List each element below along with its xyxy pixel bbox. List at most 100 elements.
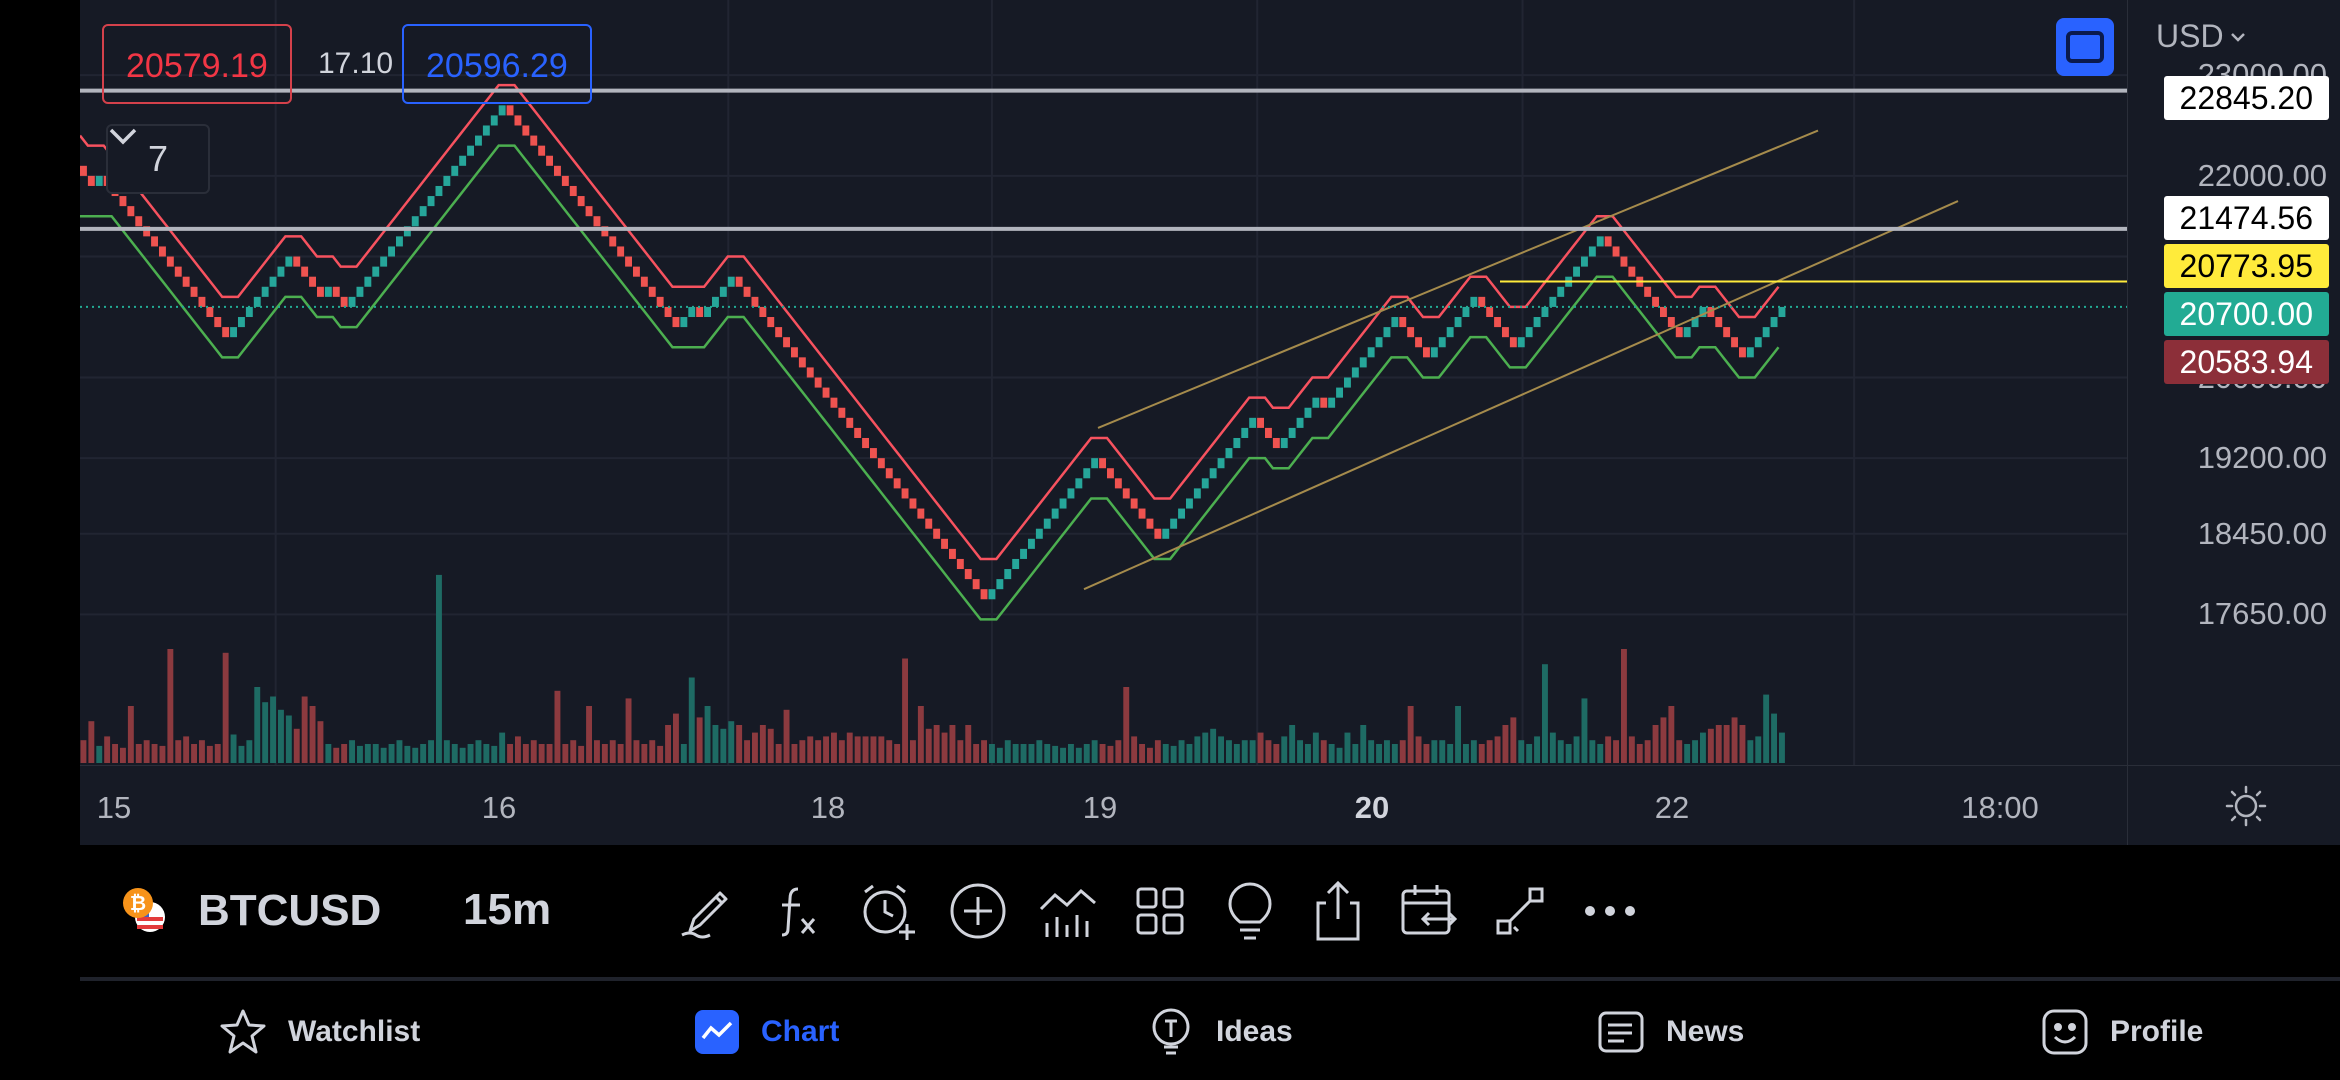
indicators-icon: [1039, 888, 1096, 937]
volume-bar: [270, 696, 276, 763]
renko-brick-down: [182, 276, 190, 287]
indicators-function-button[interactable]: [762, 875, 834, 947]
symbol-selector[interactable]: ₿ BTCUSD: [116, 881, 381, 941]
add-button[interactable]: [942, 875, 1014, 947]
volume-bar: [491, 745, 498, 763]
renko-brick-up: [411, 216, 419, 227]
volume-bar: [886, 740, 893, 763]
renko-brick-up: [1178, 508, 1185, 519]
volume-bar: [1312, 732, 1319, 763]
share-button[interactable]: [1302, 875, 1374, 947]
chart-type-button[interactable]: [1032, 875, 1104, 947]
volume-bar: [214, 744, 221, 763]
add-alert-button[interactable]: [852, 875, 924, 947]
volume-bar: [443, 740, 450, 763]
renko-brick-up: [1549, 296, 1557, 307]
renko-brick-down: [893, 478, 901, 489]
renko-brick-up: [1762, 327, 1770, 338]
volume-bar: [1494, 736, 1501, 763]
price-badge: 21474.56: [2163, 196, 2329, 240]
volume-bar: [515, 736, 521, 763]
volume-bar: [665, 725, 671, 763]
renko-brick-up: [261, 286, 269, 297]
renko-brick-up: [1383, 327, 1391, 338]
volume-bar: [254, 687, 261, 763]
renko-brick-up: [1201, 478, 1209, 489]
date-range-icon: [1401, 885, 1458, 935]
renko-brick-up: [1336, 387, 1343, 398]
nav-chart[interactable]: Chart: [693, 1005, 839, 1059]
chart-area[interactable]: 20579.19 17.10 20596.29 7 USD: [80, 0, 2340, 846]
time-axis[interactable]: 15 16 18 19 20 22 18:00: [80, 765, 2127, 846]
fullscreen-button[interactable]: [2056, 18, 2114, 76]
renko-brick-up: [348, 296, 356, 307]
renko-brick-up: [467, 145, 474, 156]
plot-area[interactable]: 20579.19 17.10 20596.29 7: [80, 0, 2127, 765]
renko-chart[interactable]: [80, 0, 2127, 765]
more-button[interactable]: [1574, 875, 1646, 947]
chart-icon: [695, 1010, 739, 1054]
layout-button[interactable]: [1124, 875, 1196, 947]
settings-sun-icon[interactable]: [2224, 784, 2268, 828]
volume-bar: [720, 728, 727, 763]
buy-price-box[interactable]: 20596.29: [402, 24, 592, 104]
volume-bar: [1700, 732, 1706, 763]
renko-brick-down: [1604, 236, 1612, 247]
axis-corner[interactable]: [2127, 765, 2340, 846]
renko-brick-down: [87, 175, 95, 186]
ideas-button[interactable]: [1214, 875, 1286, 947]
renko-brick-up: [1581, 256, 1588, 267]
volume-bar: [412, 747, 419, 763]
price-badge: 20773.95: [2163, 244, 2329, 288]
renko-brick-up: [1541, 306, 1549, 318]
renko-brick-up: [1438, 337, 1446, 348]
renko-brick-up: [1344, 377, 1351, 388]
renko-brick-up: [1430, 347, 1438, 358]
nav-news[interactable]: News: [1596, 1005, 1744, 1059]
price-tick-label: 18450.00: [2197, 515, 2327, 551]
nav-profile[interactable]: Profile: [2040, 1005, 2203, 1059]
indicator-toggle[interactable]: 7: [106, 124, 210, 194]
currency-selector[interactable]: USD: [2156, 18, 2246, 55]
renko-brick-up: [1296, 417, 1304, 428]
renko-brick-down: [941, 538, 948, 549]
renko-brick-down: [617, 246, 625, 257]
volume-bar: [1281, 736, 1288, 763]
volume-bar: [317, 721, 324, 763]
renko-brick-down: [1107, 468, 1114, 479]
volume-bar: [775, 744, 782, 763]
renko-brick-down: [1478, 296, 1486, 307]
renko-brick-down: [174, 266, 182, 277]
renko-brick-up: [1470, 296, 1478, 307]
drawing-tool-button[interactable]: [670, 875, 742, 947]
volume-bar: [570, 740, 577, 763]
volume-bar: [1652, 725, 1659, 763]
renko-brick-up: [1683, 327, 1691, 338]
volume-bar: [736, 725, 743, 763]
volume-bar: [1273, 744, 1280, 763]
renko-brick-down: [814, 377, 822, 388]
volume-bar: [1715, 725, 1722, 763]
renko-brick-up: [1391, 317, 1399, 328]
news-icon: [1598, 1011, 1644, 1053]
volume-bar: [1154, 740, 1161, 763]
volume-bar: [902, 658, 908, 763]
sell-price-box[interactable]: 20579.19: [102, 24, 292, 104]
interval-selector[interactable]: 15m: [463, 885, 552, 934]
nav-watchlist[interactable]: Watchlist: [218, 1005, 420, 1059]
renko-brick-up: [396, 236, 403, 247]
fullscreen-icon: [2066, 31, 2104, 63]
volume-bar: [1075, 747, 1082, 763]
volume-bar: [965, 725, 972, 763]
renko-brick-down: [640, 276, 648, 287]
renko-brick-down: [1715, 317, 1723, 328]
date-range-button[interactable]: [1392, 875, 1464, 947]
chart-toolbar: ₿ BTCUSD 15m: [80, 845, 2340, 977]
measure-button[interactable]: [1484, 875, 1556, 947]
price-axis[interactable]: USD 17650.0018450.0019200.0020000.002200…: [2056, 0, 2340, 765]
volume-bar: [1510, 717, 1517, 763]
nav-ideas[interactable]: Ideas: [1146, 1005, 1293, 1059]
volume-bar: [388, 744, 395, 763]
renko-brick-down: [1612, 246, 1620, 257]
renko-brick-down: [561, 175, 569, 186]
